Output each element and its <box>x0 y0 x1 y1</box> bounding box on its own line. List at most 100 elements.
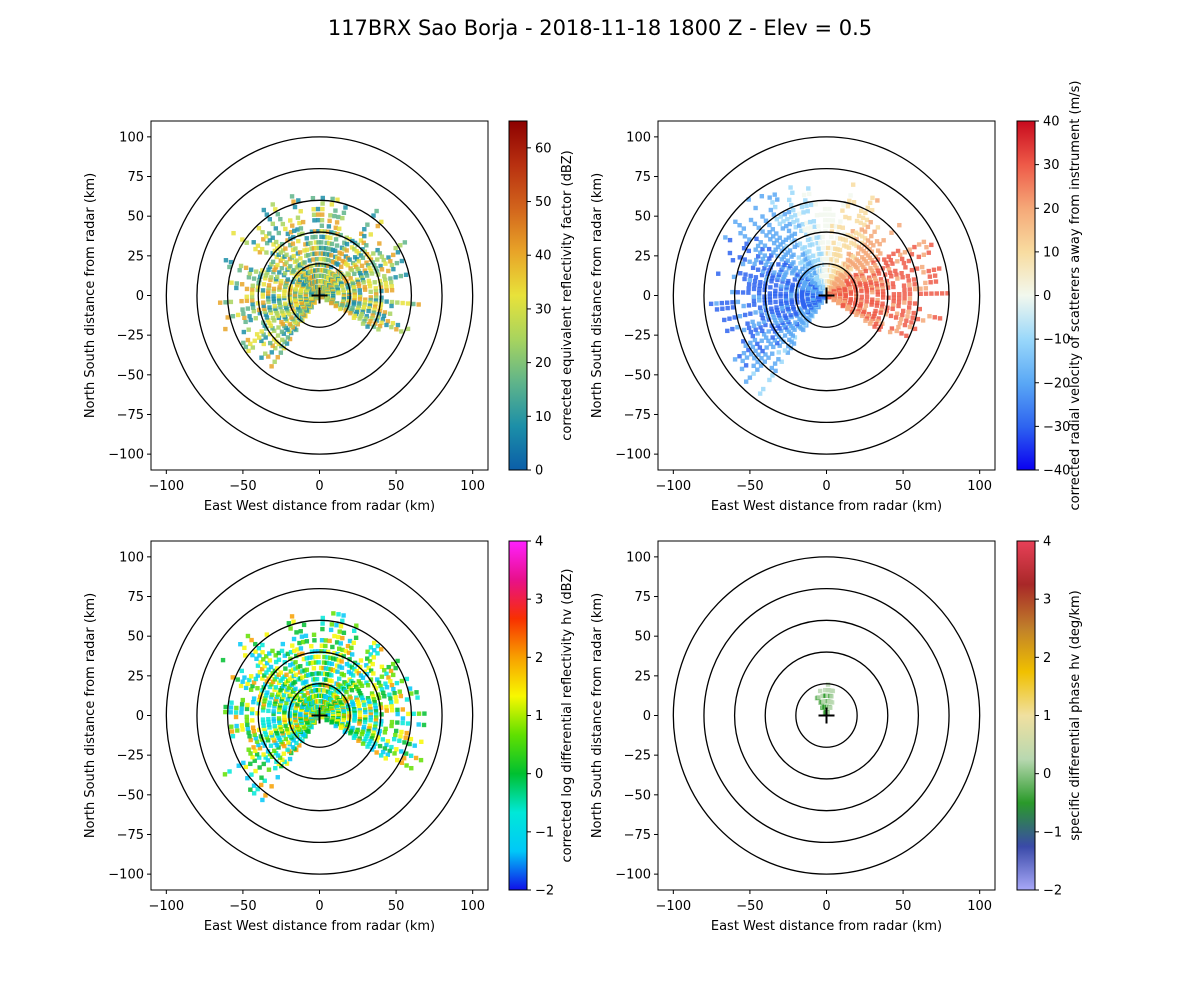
y-tick-label: −100 <box>615 868 651 883</box>
y-tick-label: −25 <box>624 749 651 764</box>
x-tick-label: −100 <box>655 899 691 914</box>
range-ring <box>733 199 920 392</box>
y-tick-label: 0 <box>136 709 144 724</box>
colorbar-label: corrected equivalent reflectivity factor… <box>560 150 575 441</box>
colorbar-label: corrected log differential reflectivity … <box>560 569 575 863</box>
range-ring <box>703 587 950 844</box>
y-tick-label: 100 <box>626 550 651 565</box>
y-tick-label: 75 <box>127 590 144 605</box>
x-tick-label: 100 <box>460 479 485 494</box>
y-tick-label: −75 <box>117 408 144 423</box>
colorbar-tick-label: 40 <box>535 249 552 264</box>
colorbar <box>508 120 528 471</box>
x-tick-label: −50 <box>736 899 763 914</box>
panel-zdr: −100 −50 0 50 100 100 75 50 25 0 −25 −50 −75 −100 East… <box>83 535 575 935</box>
colorbar-tick-label: −2 <box>1043 884 1062 899</box>
x-tick-label: 0 <box>822 899 830 914</box>
colorbar-tick-label: 0 <box>1043 767 1051 782</box>
y-tick-label: −100 <box>615 448 651 463</box>
x-axis-label: East West distance from radar (km) <box>204 919 435 934</box>
x-tick-label: 50 <box>388 479 405 494</box>
range-ring <box>764 651 889 780</box>
y-tick-label: 50 <box>634 630 651 645</box>
colorbar <box>1016 120 1036 471</box>
y-tick-label: 0 <box>643 709 651 724</box>
panel-kdp: −100 −50 0 50 100 100 75 50 25 0 −25 −50 −75 −100 East… <box>590 535 1083 935</box>
radar-echo-field <box>220 611 427 803</box>
y-tick-label: 75 <box>634 170 651 185</box>
y-tick-label: −50 <box>624 788 651 803</box>
range-ring <box>795 263 858 328</box>
x-tick-label: −100 <box>148 479 184 494</box>
x-tick-label: −50 <box>736 479 763 494</box>
y-tick-label: −25 <box>624 329 651 344</box>
y-tick-label: −25 <box>117 749 144 764</box>
x-tick-label: 0 <box>315 899 323 914</box>
colorbar-tick-label: 0 <box>1043 289 1051 304</box>
y-tick-label: −75 <box>117 828 144 843</box>
colorbar-label: corrected radial velocity of scatterers … <box>1068 81 1083 511</box>
y-tick-label: −100 <box>108 868 144 883</box>
range-ring <box>226 619 413 812</box>
y-tick-label: 100 <box>119 550 144 565</box>
colorbar-tick-label: −40 <box>1043 464 1070 479</box>
range-ring <box>288 263 351 328</box>
range-ring <box>288 683 351 748</box>
range-ring <box>795 683 858 748</box>
y-tick-label: −75 <box>624 408 651 423</box>
y-tick-label: 75 <box>634 590 651 605</box>
range-rings <box>165 136 474 455</box>
colorbar-tick-label: 50 <box>535 195 552 210</box>
y-tick-label: 50 <box>127 630 144 645</box>
x-tick-label: 100 <box>460 899 485 914</box>
radar-location-marker <box>311 287 328 304</box>
y-tick-label: 25 <box>634 669 651 684</box>
x-tick-label: 100 <box>967 899 992 914</box>
colorbar-tick-label: −30 <box>1043 420 1070 435</box>
range-ring <box>733 619 920 812</box>
range-ring <box>672 136 981 455</box>
colorbar-tick-label: 4 <box>1043 535 1051 550</box>
colorbar-label: specific differential phase hv (deg/km) <box>1068 590 1083 840</box>
colorbar-tick-label: −1 <box>1043 825 1062 840</box>
colorbar-tick-label: 40 <box>1043 115 1060 130</box>
range-ring <box>764 231 889 360</box>
x-tick-label: 0 <box>315 479 323 494</box>
y-axis-label: North South distance from radar (km) <box>590 593 605 838</box>
y-axis-label: North South distance from radar (km) <box>83 173 98 418</box>
x-tick-label: −50 <box>229 479 256 494</box>
y-axis-label: North South distance from radar (km) <box>590 173 605 418</box>
colorbar-tick-label: 30 <box>1043 158 1060 173</box>
colorbar-tick-label: 10 <box>535 410 552 425</box>
range-ring <box>196 587 443 844</box>
range-rings <box>165 556 474 875</box>
range-ring <box>226 199 413 392</box>
y-tick-label: 100 <box>119 130 144 145</box>
colorbar-tick-label: −10 <box>1043 333 1070 348</box>
x-tick-label: −100 <box>655 479 691 494</box>
y-tick-label: 50 <box>634 210 651 225</box>
y-tick-label: −50 <box>117 788 144 803</box>
y-tick-label: 0 <box>643 289 651 304</box>
x-axis-label: East West distance from radar (km) <box>711 499 942 514</box>
range-ring <box>165 136 474 455</box>
x-axis-label: East West distance from radar (km) <box>204 499 435 514</box>
y-tick-label: −75 <box>624 828 651 843</box>
x-tick-label: 50 <box>895 899 912 914</box>
colorbar-tick-label: 2 <box>1043 651 1051 666</box>
x-axis-label: East West distance from radar (km) <box>711 919 942 934</box>
range-rings <box>672 556 981 875</box>
y-tick-label: −25 <box>117 329 144 344</box>
y-tick-label: 0 <box>136 289 144 304</box>
y-tick-label: 75 <box>127 170 144 185</box>
figure-title: 117BRX Sao Borja - 2018-11-18 1800 Z - E… <box>327 16 873 40</box>
range-rings <box>672 136 981 455</box>
x-tick-label: 50 <box>388 899 405 914</box>
x-tick-label: −100 <box>148 899 184 914</box>
y-tick-label: 25 <box>127 249 144 264</box>
range-ring <box>257 231 382 360</box>
range-ring <box>703 167 950 424</box>
radar-echo-field <box>217 194 421 369</box>
x-tick-label: 100 <box>967 479 992 494</box>
